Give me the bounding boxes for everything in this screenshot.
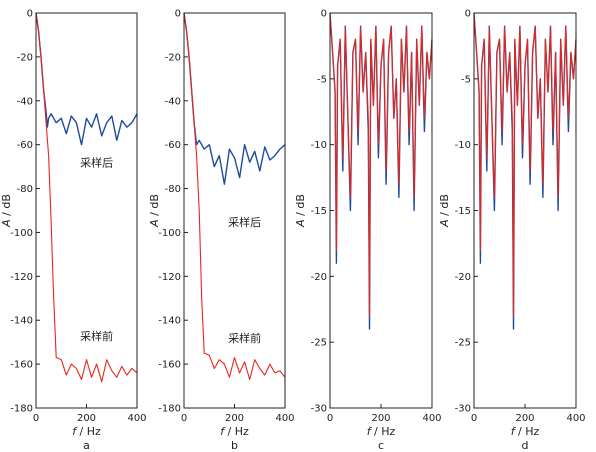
x-tick-label: 400 [127, 413, 146, 424]
x-tick-label: 200 [77, 413, 96, 424]
y-tick-label: -20 [311, 272, 327, 283]
panel-label: b [231, 439, 238, 452]
y-axis-unit: / dB [148, 194, 161, 219]
x-axis-unit: / Hz [371, 425, 396, 438]
y-tick-label: -80 [17, 184, 33, 195]
series-annotation: 采样前 [228, 331, 261, 345]
y-tick-label: 0 [175, 9, 181, 20]
x-axis-var: f [511, 425, 517, 438]
x-axis-unit: / Hz [515, 425, 540, 438]
y-tick-label: -15 [455, 206, 471, 217]
x-axis-var: f [72, 425, 78, 438]
y-axis-label: A / dB [0, 194, 13, 228]
x-tick-label: 0 [471, 413, 477, 424]
series-line-before [35, 12, 138, 383]
x-axis-label: f / Hz [220, 425, 249, 438]
y-tick-label: -20 [165, 52, 181, 63]
y-tick-label: -30 [455, 404, 471, 415]
y-axis-unit: / dB [438, 194, 451, 219]
y-tick-label: -10 [455, 140, 471, 151]
y-tick-label: -20 [455, 272, 471, 283]
y-tick-label: -60 [165, 140, 181, 151]
y-tick-label: -120 [158, 272, 181, 283]
x-axis-unit: / Hz [224, 425, 249, 438]
y-axis-label: A / dB [148, 194, 161, 228]
y-axis-unit: / dB [294, 194, 307, 219]
y-axis-var: A [294, 219, 307, 228]
series-line-after [35, 12, 138, 146]
series-line-before [473, 12, 577, 317]
y-tick-label: -140 [158, 316, 181, 327]
series-annotation: 采样后 [80, 156, 113, 170]
y-tick-label: -100 [10, 228, 33, 239]
y-tick-label: 0 [465, 9, 471, 20]
y-tick-label: 0 [27, 9, 33, 20]
series-line-before [329, 12, 433, 317]
x-tick-label: 0 [181, 413, 187, 424]
y-tick-label: -40 [17, 96, 33, 107]
series-annotation: 采样后 [228, 215, 261, 229]
x-tick-label: 0 [33, 413, 39, 424]
y-tick-label: -30 [311, 404, 327, 415]
y-axis-unit: / dB [0, 194, 13, 219]
x-axis-unit: / Hz [76, 425, 101, 438]
y-tick-label: -10 [311, 140, 327, 151]
series-annotation: 采样前 [80, 329, 113, 343]
x-axis-label: f / Hz [367, 425, 396, 438]
x-tick-label: 0 [327, 413, 333, 424]
y-tick-label: -20 [17, 52, 33, 63]
y-tick-label: 0 [321, 9, 327, 20]
y-tick-label: -5 [317, 74, 327, 85]
y-tick-label: -25 [455, 338, 471, 349]
y-tick-label: -100 [158, 228, 181, 239]
y-tick-label: -25 [311, 338, 327, 349]
y-tick-label: -120 [10, 272, 33, 283]
x-axis-var: f [220, 425, 226, 438]
y-tick-label: -60 [17, 140, 33, 151]
x-tick-label: 200 [225, 413, 244, 424]
x-axis-label: f / Hz [511, 425, 540, 438]
y-axis-var: A [0, 219, 13, 228]
x-tick-label: 400 [566, 413, 585, 424]
y-tick-label: -80 [165, 184, 181, 195]
panel-label: c [378, 439, 384, 452]
y-axis-var: A [438, 219, 451, 228]
x-tick-label: 400 [275, 413, 294, 424]
series-line-before [183, 12, 286, 381]
y-tick-label: -15 [311, 206, 327, 217]
series-line-after [183, 12, 286, 185]
x-tick-label: 400 [422, 413, 441, 424]
y-tick-label: -180 [158, 404, 181, 415]
x-axis-var: f [367, 425, 373, 438]
y-axis-label: A / dB [294, 194, 307, 228]
y-tick-label: -160 [158, 360, 181, 371]
x-axis-label: f / Hz [72, 425, 101, 438]
x-tick-label: 200 [515, 413, 534, 424]
y-tick-label: -5 [461, 74, 471, 85]
x-tick-label: 200 [371, 413, 390, 424]
y-tick-label: -40 [165, 96, 181, 107]
panel-label: a [83, 439, 90, 452]
y-axis-label: A / dB [438, 194, 451, 228]
y-tick-label: -160 [10, 360, 33, 371]
y-axis-var: A [148, 219, 161, 228]
panel-label: d [522, 439, 529, 452]
y-tick-label: -140 [10, 316, 33, 327]
y-tick-label: -180 [10, 404, 33, 415]
